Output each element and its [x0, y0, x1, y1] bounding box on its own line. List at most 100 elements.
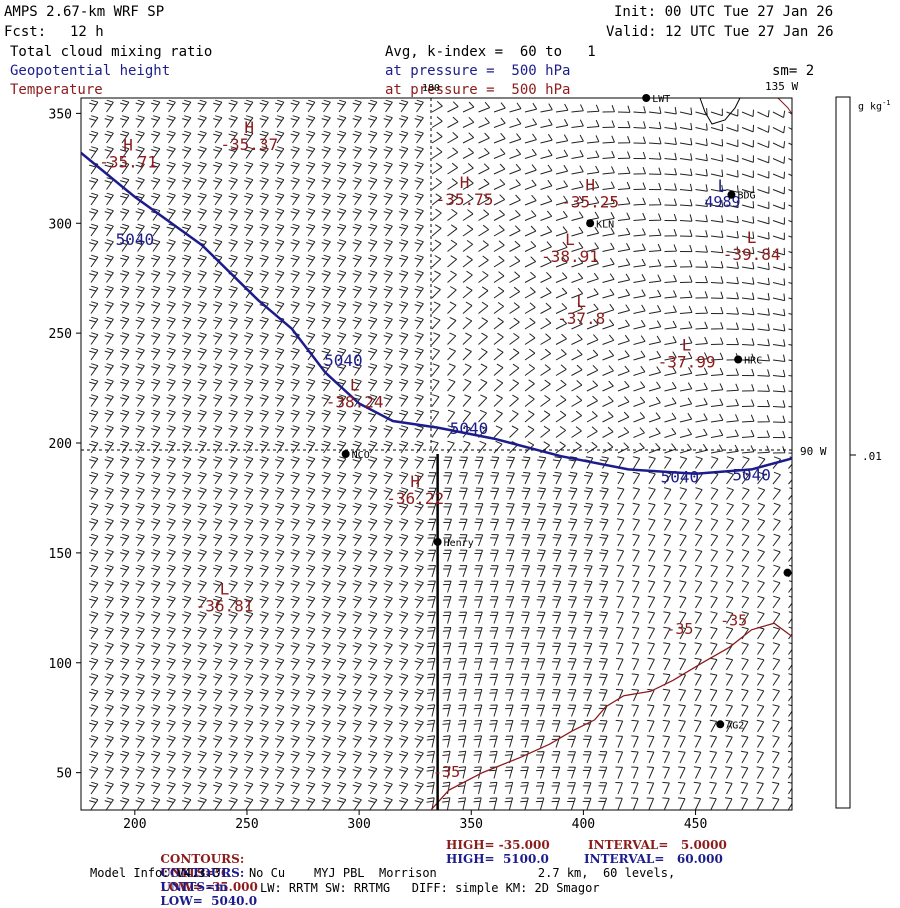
wind-barb	[383, 580, 393, 593]
wind-barb	[321, 192, 331, 206]
wind-barb	[509, 225, 521, 237]
wind-barb	[458, 688, 467, 702]
wind-barb	[631, 673, 640, 686]
wind-barb	[648, 518, 656, 531]
valid-time: Valid: 12 UTC Tue 27 Jan 26	[606, 24, 834, 40]
wind-barb	[182, 781, 192, 795]
wind-barb	[489, 704, 498, 717]
wind-barb	[290, 673, 300, 686]
wind-barb	[213, 781, 223, 795]
wind-barb	[228, 719, 238, 733]
wind-barb	[664, 137, 677, 145]
wind-barb	[259, 611, 269, 624]
wind-barb	[352, 781, 362, 795]
wind-barb	[352, 409, 362, 423]
wind-barb	[741, 231, 755, 240]
height-contour-label: 5040	[324, 351, 363, 370]
station-dot[interactable]	[586, 219, 595, 228]
wind-barb	[617, 197, 631, 206]
wind-barb	[275, 223, 285, 237]
wind-barb	[524, 302, 536, 314]
wind-barb	[709, 704, 718, 717]
wind-barb	[602, 150, 615, 159]
wind-barb	[104, 766, 114, 779]
wind-barb	[244, 518, 254, 531]
wind-barb	[741, 399, 755, 407]
wind-barb	[695, 275, 708, 284]
wind-barb	[524, 133, 537, 144]
wind-barb	[213, 549, 223, 562]
wind-barb	[524, 164, 537, 175]
wind-barb	[536, 704, 545, 717]
wind-barb	[462, 363, 472, 376]
wind-barb	[709, 719, 718, 733]
wind-barb	[536, 735, 545, 748]
wind-barb	[458, 549, 468, 562]
wind-barb	[631, 611, 640, 624]
wind-barb	[321, 456, 331, 469]
wind-barb	[693, 781, 702, 795]
wind-barb	[756, 781, 764, 795]
wind-barb	[710, 398, 724, 407]
wind-barb	[459, 456, 468, 469]
wind-barb	[615, 751, 624, 764]
wind-barb	[104, 130, 114, 144]
wind-barb	[664, 427, 677, 438]
wind-barb	[259, 363, 269, 376]
wind-barb	[213, 208, 223, 221]
wind-barb	[555, 349, 567, 361]
wind-barb	[120, 440, 130, 454]
wind-barb	[710, 200, 724, 208]
wind-barb	[599, 487, 609, 500]
wind-barb	[633, 167, 646, 175]
wind-barb	[135, 797, 145, 810]
wind-barb	[632, 549, 640, 562]
wind-barb	[741, 487, 750, 500]
wind-barb	[290, 456, 300, 469]
height-contour-label: 5040	[450, 419, 489, 438]
wind-barb	[710, 383, 724, 392]
wind-barb	[586, 196, 600, 206]
wind-barb	[536, 580, 546, 593]
station-dot[interactable]	[716, 720, 725, 729]
wind-barb	[104, 719, 114, 733]
station-dot[interactable]	[727, 190, 736, 199]
wind-barb	[555, 379, 567, 392]
wind-barb	[633, 151, 646, 160]
wind-barb	[442, 766, 451, 779]
wind-barb	[213, 735, 223, 748]
wind-barb	[399, 673, 409, 686]
wind-barb	[306, 518, 316, 531]
wind-barb	[537, 487, 547, 500]
station-dot[interactable]	[783, 568, 792, 577]
wind-barb	[399, 564, 409, 578]
station-dot[interactable]	[642, 94, 651, 102]
wind-barb	[679, 107, 693, 116]
wind-barb	[182, 301, 192, 314]
station-dot[interactable]	[433, 537, 442, 546]
wind-barb	[244, 409, 254, 423]
wind-barb	[197, 409, 207, 423]
wind-barb	[571, 180, 584, 190]
wind-barb	[478, 255, 489, 268]
wind-barb	[599, 564, 609, 578]
wind-barb	[726, 231, 739, 239]
wind-barb	[616, 595, 624, 609]
wind-barb	[710, 337, 724, 345]
wind-barb	[741, 292, 755, 300]
station-dot[interactable]	[734, 355, 743, 364]
wind-barb	[679, 611, 687, 624]
wind-barb	[135, 456, 145, 469]
wind-barb	[431, 116, 443, 128]
wind-barb	[586, 119, 600, 128]
station-dot[interactable]	[341, 450, 350, 458]
wind-barb	[89, 378, 99, 392]
wind-barb	[259, 285, 269, 299]
wind-barb	[757, 369, 770, 377]
wind-barb	[757, 155, 770, 164]
wind-barb	[647, 657, 655, 671]
wind-barb	[459, 487, 468, 500]
wind-barb	[89, 580, 99, 593]
wind-barb	[678, 642, 687, 655]
